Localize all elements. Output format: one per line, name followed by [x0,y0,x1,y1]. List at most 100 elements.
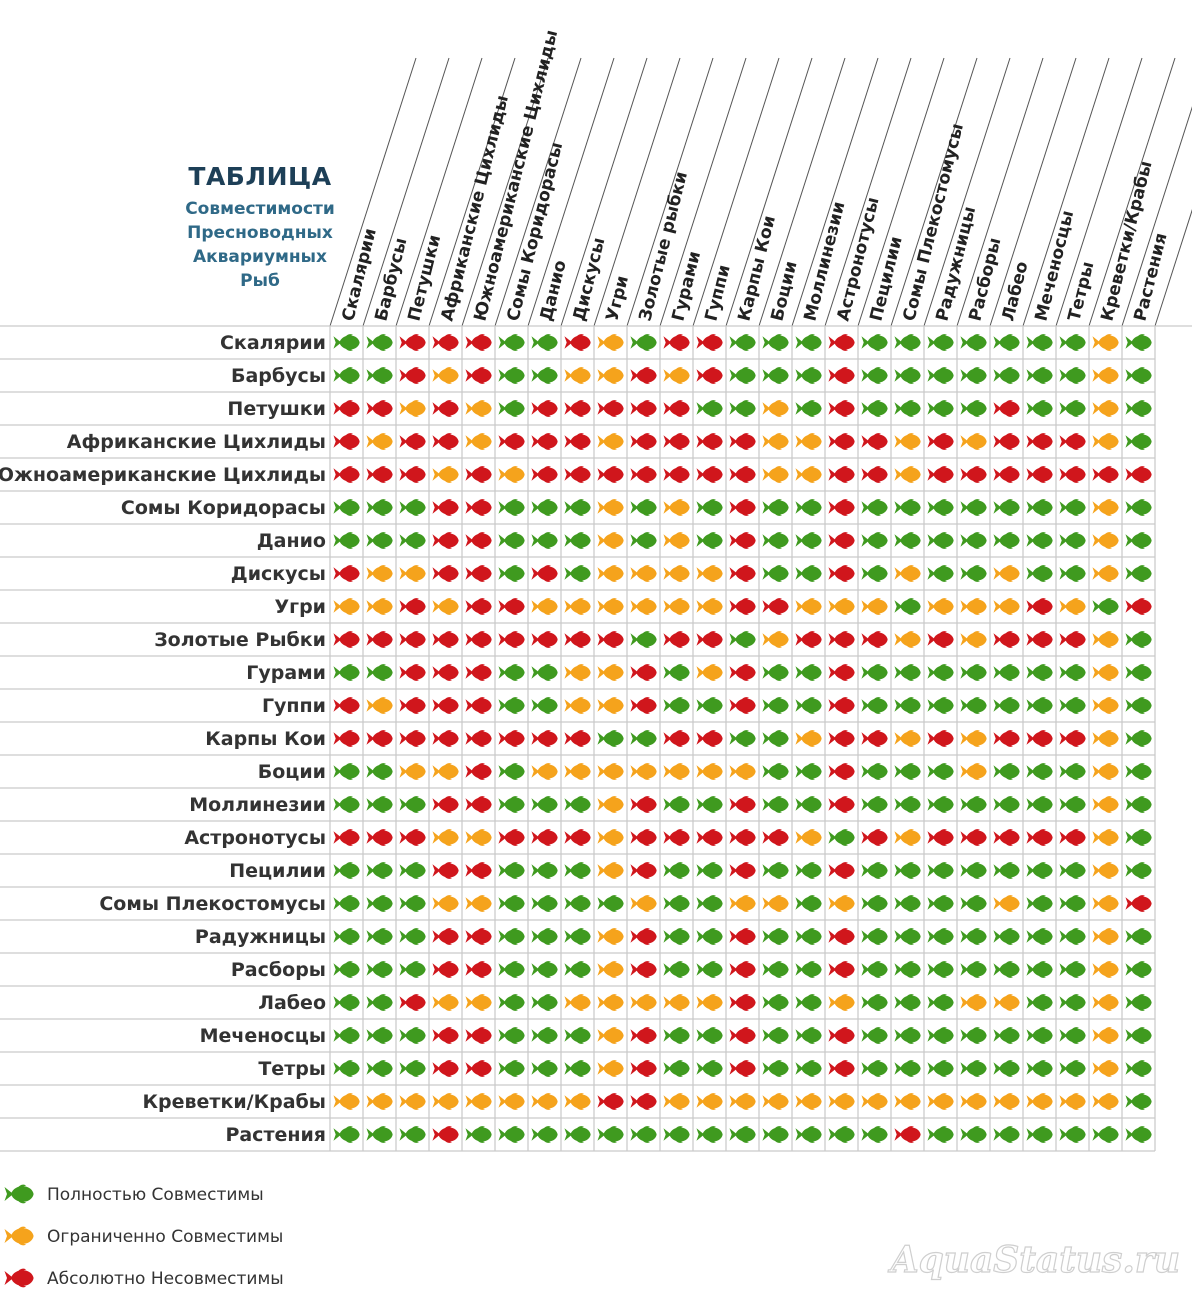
fish-icon-compatible [366,499,393,516]
fish-icon-compatible [993,1126,1020,1143]
fish-icon-incompatible [399,994,426,1011]
fish-icon-incompatible [630,961,657,978]
fish-icon-compatible [366,367,393,384]
fish-icon-compatible [1125,862,1152,879]
fish-icon-limited [729,763,756,780]
row-label: Астронотусы [184,827,326,849]
fish-icon-compatible [861,763,888,780]
header-divider [923,57,1011,327]
fish-icon-compatible [894,499,921,516]
header-divider [1022,57,1110,327]
fish-icon-compatible [498,1060,525,1077]
fish-icon-limited [564,598,591,615]
fish-icon-incompatible [1059,730,1086,747]
fish-icon-incompatible [828,763,855,780]
fish-icon-incompatible [828,532,855,549]
fish-icon-compatible [1059,367,1086,384]
fish-icon-compatible [960,928,987,945]
row-label: Гуппи [262,695,326,717]
fish-icon-incompatible [828,499,855,516]
fish-icon-compatible [1059,1060,1086,1077]
fish-icon-compatible [894,994,921,1011]
fish-icon-compatible [630,1126,657,1143]
header-divider [956,57,1044,327]
fish-icon-compatible [1092,1126,1119,1143]
fish-icon-compatible [498,796,525,813]
page-subtitle: Совместимости Пресноводных Аквариумных Р… [150,197,370,293]
fish-icon-limited [432,466,459,483]
fish-icon-limited [663,532,690,549]
fish-icon-compatible [498,499,525,516]
fish-icon-incompatible [432,961,459,978]
fish-icon-compatible [861,1126,888,1143]
fish-icon-compatible [1026,994,1053,1011]
fish-icon-limited [960,598,987,615]
fish-icon-incompatible [399,334,426,351]
header-divider [791,57,879,327]
fish-icon-limited [1092,763,1119,780]
row-label: Угри [275,596,327,618]
fish-icon-limited [366,598,393,615]
header-divider [626,57,714,327]
fish-icon-compatible [762,862,789,879]
fish-icon-limited [597,565,624,582]
fish-icon-incompatible [531,433,558,450]
fish-icon-incompatible [432,1126,459,1143]
fish-icon-incompatible [927,433,954,450]
fish-icon-compatible [696,928,723,945]
fish-icon-limited [1026,1093,1053,1110]
legend-label: Абсолютно Несовместимы [47,1269,284,1289]
fish-icon-incompatible [1092,466,1119,483]
header-divider [593,57,681,327]
fish-icon-compatible [795,664,822,681]
fish-icon-incompatible [828,664,855,681]
fish-icon-incompatible [432,1027,459,1044]
fish-icon-limited [663,994,690,1011]
fish-icon-limited [465,994,492,1011]
fish-icon-incompatible [399,829,426,846]
fish-icon-incompatible [927,466,954,483]
fish-icon-limited [861,1093,888,1110]
row-label: Радужницы [195,926,326,948]
fish-icon-compatible [960,499,987,516]
fish-icon-compatible [366,1060,393,1077]
fish-icon-compatible [861,994,888,1011]
fish-icon-compatible [795,862,822,879]
fish-icon-compatible [1125,697,1152,714]
fish-icon-limited [894,829,921,846]
fish-icon-compatible [630,499,657,516]
header-divider [494,57,582,327]
fish-icon-incompatible [696,730,723,747]
fish-icon-incompatible [993,730,1020,747]
fish-icon-compatible [927,961,954,978]
header-divider [560,57,648,327]
fish-icon-limited [1092,565,1119,582]
fish-icon-incompatible [432,730,459,747]
fish-icon-limited [762,400,789,417]
fish-icon-compatible [333,928,360,945]
fish-icon-compatible [366,532,393,549]
header-divider [659,57,747,327]
fish-icon-limited [1092,631,1119,648]
fish-icon-incompatible [828,796,855,813]
fish-icon-compatible [531,499,558,516]
fish-icon-compatible [333,961,360,978]
fish-icon-incompatible [729,928,756,945]
fish-icon-incompatible [432,400,459,417]
fish-icon-incompatible [729,499,756,516]
row-label: Барбусы [231,365,326,387]
fish-icon-compatible [960,697,987,714]
fish-icon-compatible [1125,994,1152,1011]
fish-icon-compatible [333,532,360,549]
fish-icon-compatible [861,1027,888,1044]
fish-icon-compatible [1125,1093,1152,1110]
fish-icon-incompatible [366,730,393,747]
fish-icon-compatible [894,532,921,549]
fish-icon-compatible [1026,763,1053,780]
fish-icon-limited [960,631,987,648]
fish-icon-limited [993,1093,1020,1110]
fish-icon-compatible [894,334,921,351]
fish-icon-compatible [564,565,591,582]
fish-icon-limited [432,598,459,615]
fish-icon-compatible [498,961,525,978]
